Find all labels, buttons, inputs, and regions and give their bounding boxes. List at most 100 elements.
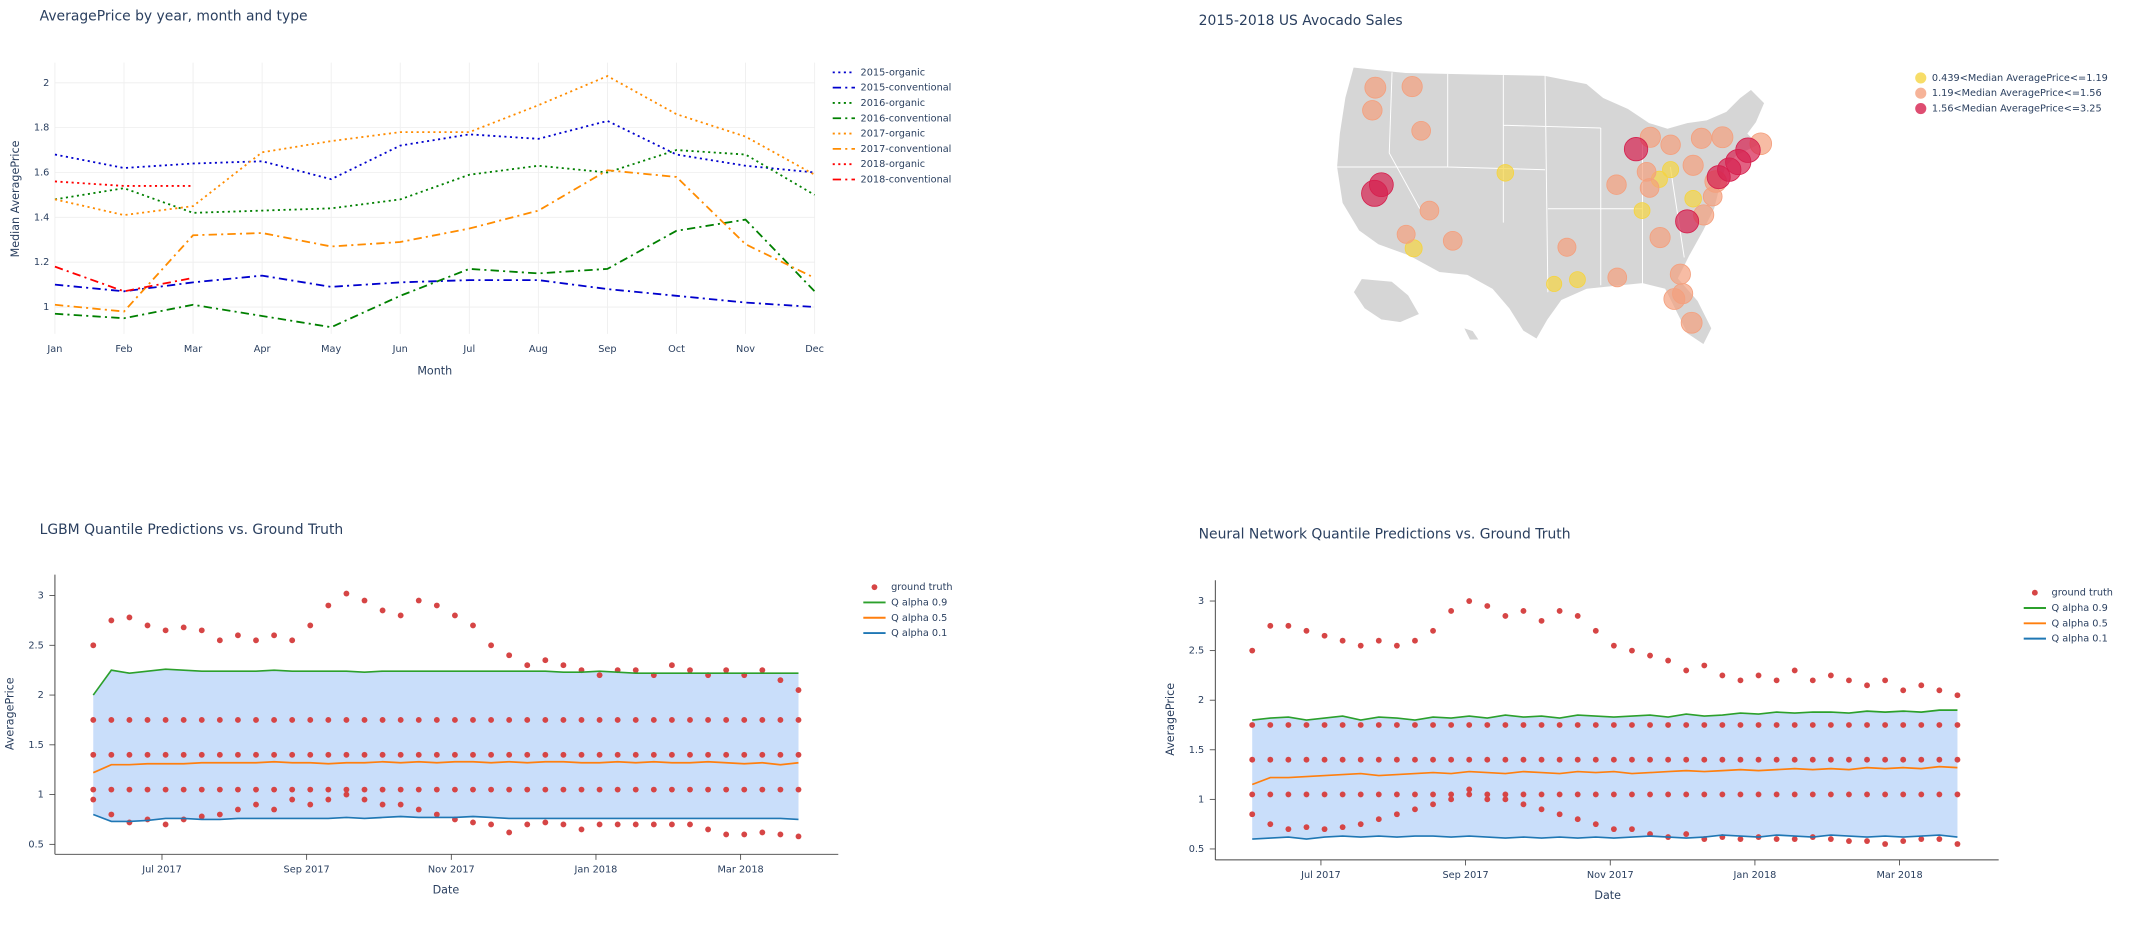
ground-truth-point	[1538, 806, 1545, 813]
ground-truth-point	[578, 717, 585, 723]
ground-truth-point	[1647, 756, 1653, 763]
ground-truth-point	[1574, 612, 1581, 619]
y-tick-label: 2	[43, 78, 49, 89]
ground-truth-point	[289, 751, 296, 758]
ground-truth-point	[343, 791, 350, 798]
ground-truth-point	[1412, 637, 1418, 644]
ground-truth-point	[1683, 722, 1690, 728]
ground-truth-point	[1448, 608, 1455, 614]
ground-truth-point	[1412, 722, 1418, 728]
ground-truth-point	[126, 786, 133, 793]
city-bubble	[1442, 230, 1463, 251]
ground-truth-point	[397, 612, 404, 619]
chart-title: 2015-2018 US Avocado Sales	[1199, 13, 1403, 29]
ground-truth-point	[632, 667, 639, 674]
ground-truth-point	[1538, 756, 1545, 763]
ground-truth-point	[1755, 756, 1762, 763]
ground-truth-point	[1321, 791, 1328, 798]
ground-truth-point	[1538, 722, 1545, 728]
legend-label: 2017-conventional	[861, 144, 952, 155]
ground-truth-point	[253, 751, 259, 758]
ground-truth-point	[415, 786, 422, 793]
city-bubble	[1368, 172, 1394, 198]
ground-truth-point	[1809, 756, 1816, 763]
ground-truth-point	[1556, 756, 1563, 763]
ground-truth-point	[1357, 756, 1364, 763]
city-bubble	[1702, 186, 1723, 207]
ground-truth-point	[1339, 791, 1346, 798]
ground-truth-point	[1827, 672, 1834, 679]
ground-truth-point	[1249, 647, 1256, 654]
quantile-band	[93, 669, 799, 822]
ground-truth-point	[542, 819, 549, 826]
ground-truth-point	[90, 786, 97, 793]
ground-truth-point	[1339, 722, 1346, 728]
ground-truth-point	[1629, 647, 1635, 654]
chart-title: Neural Network Quantile Predictions vs. …	[1199, 526, 1571, 542]
ground-truth-point	[1249, 811, 1256, 818]
city-bubble	[1623, 136, 1649, 162]
ground-truth-point	[1375, 722, 1382, 728]
ground-truth-point	[126, 717, 133, 723]
ground-truth-point	[1592, 756, 1599, 763]
ground-truth-point	[1448, 722, 1455, 728]
ground-truth-point	[180, 751, 187, 758]
ground-truth-point	[1809, 677, 1816, 684]
ground-truth-point	[1556, 722, 1563, 728]
city-bubble	[1546, 275, 1563, 292]
x-tick-label: Dec	[805, 344, 824, 355]
ground-truth-point	[1900, 756, 1907, 763]
line-series	[54, 274, 815, 308]
city-bubble	[1362, 100, 1383, 121]
legend-label: ground truth	[2052, 588, 2113, 599]
ground-truth-point	[325, 717, 332, 723]
ground-truth-point	[1357, 791, 1364, 798]
city-bubble	[1675, 209, 1700, 234]
ground-truth-point	[1249, 791, 1256, 798]
city-bubble	[1633, 202, 1651, 219]
y-tick-label: 1	[38, 790, 44, 801]
ground-truth-point	[1412, 756, 1418, 763]
city-bubble	[1672, 283, 1694, 305]
ground-truth-point	[235, 717, 241, 723]
legend-label: 2018-organic	[861, 159, 926, 170]
ground-truth-point	[1393, 791, 1400, 798]
line-series	[54, 75, 816, 217]
city-bubble	[1606, 174, 1627, 195]
ground-truth-point	[1737, 756, 1744, 763]
ground-truth-point	[1321, 756, 1328, 763]
ground-truth-point	[1918, 756, 1925, 763]
ground-truth-point	[1574, 791, 1581, 798]
ground-truth-point	[343, 786, 350, 793]
ground-truth-point	[1249, 756, 1256, 763]
city-bubble	[1396, 224, 1416, 244]
ground-truth-point	[650, 786, 657, 793]
ground-truth-point	[1882, 722, 1889, 728]
ground-truth-point	[1339, 824, 1346, 831]
legend-label: 2017-organic	[861, 129, 926, 140]
ground-truth-point	[1393, 756, 1400, 763]
ground-truth-point	[650, 717, 657, 723]
ground-truth-point	[668, 717, 675, 723]
ground-truth-point	[162, 786, 169, 793]
ground-truth-point	[1827, 791, 1834, 798]
legend-label: Q alpha 0.5	[891, 613, 947, 624]
ground-truth-point	[1339, 756, 1346, 763]
y-tick-label: 1.2	[34, 257, 49, 268]
ground-truth-point	[1665, 722, 1672, 728]
ground-truth-point	[687, 821, 693, 828]
ground-truth-point	[180, 816, 187, 823]
line-series	[54, 119, 815, 181]
ground-truth-point	[1918, 836, 1925, 842]
ground-truth-point	[325, 786, 332, 793]
ground-truth-point	[1773, 836, 1780, 842]
ground-truth-point	[542, 717, 549, 723]
ground-truth-point	[560, 751, 567, 758]
ground-truth-point	[1592, 627, 1599, 634]
ground-truth-point	[1412, 806, 1418, 813]
ground-truth-point	[1610, 756, 1617, 763]
ground-truth-point	[1285, 722, 1292, 728]
ground-truth-point	[524, 751, 531, 758]
legend-label: Q alpha 0.5	[2052, 618, 2108, 629]
